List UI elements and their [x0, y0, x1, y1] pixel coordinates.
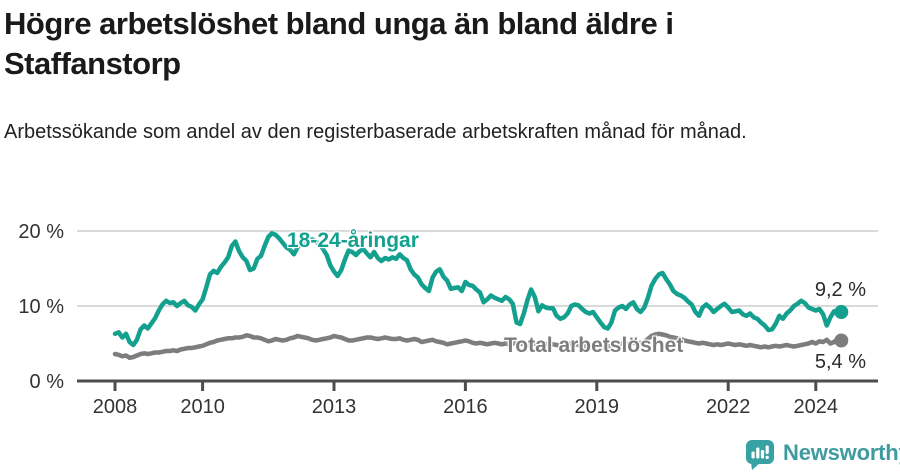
- chart-title: Högre arbetslöshet bland unga än bland ä…: [4, 6, 674, 81]
- svg-text:10 %: 10 %: [18, 296, 64, 318]
- svg-text:2016: 2016: [443, 396, 488, 418]
- svg-text:2019: 2019: [575, 396, 620, 418]
- newsworthy-wordmark: Newsworthy: [783, 440, 900, 465]
- svg-text:20 %: 20 %: [18, 221, 64, 243]
- svg-text:0 %: 0 %: [30, 371, 65, 393]
- end-value-total: 5,4 %: [814, 351, 866, 373]
- end-value-youth: 9,2 %: [814, 279, 866, 301]
- series-label-total: Total arbetslöshet: [504, 334, 684, 357]
- newsworthy-icon: [746, 440, 774, 470]
- svg-text:2024: 2024: [794, 396, 839, 418]
- chart-subtitle: Arbetssökande som andel av den registerb…: [4, 121, 747, 143]
- series-label-youth: 18-24-åringar: [287, 229, 419, 252]
- svg-text:2008: 2008: [93, 396, 138, 418]
- svg-text:2013: 2013: [312, 396, 357, 418]
- svg-text:2022: 2022: [706, 396, 751, 418]
- svg-text:2010: 2010: [180, 396, 225, 418]
- newsworthy-logo: Newsworthy: [744, 438, 900, 471]
